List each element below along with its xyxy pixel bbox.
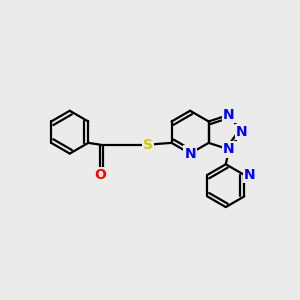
Text: O: O xyxy=(94,168,106,182)
Text: N: N xyxy=(236,125,248,139)
Text: N: N xyxy=(244,168,256,182)
Text: N: N xyxy=(223,108,235,122)
Text: S: S xyxy=(142,138,153,152)
Text: N: N xyxy=(223,142,235,157)
Text: N: N xyxy=(184,147,196,160)
